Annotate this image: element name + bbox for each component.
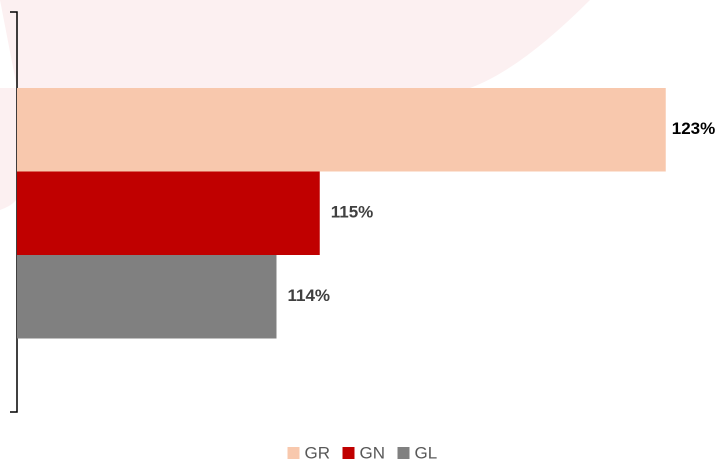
legend-swatch [397, 447, 410, 459]
data-label: 123% [672, 119, 715, 138]
data-label: 114% [288, 286, 331, 305]
bar [17, 171, 320, 255]
legend-swatch [287, 447, 300, 459]
data-label: 115% [331, 203, 374, 222]
bar [17, 88, 666, 172]
legend-label: GN [360, 443, 386, 461]
background-shape [0, 0, 590, 210]
legend-label: GL [415, 443, 438, 461]
legend-swatch [342, 447, 355, 459]
bar [17, 255, 277, 339]
legend-label: GR [305, 443, 331, 461]
